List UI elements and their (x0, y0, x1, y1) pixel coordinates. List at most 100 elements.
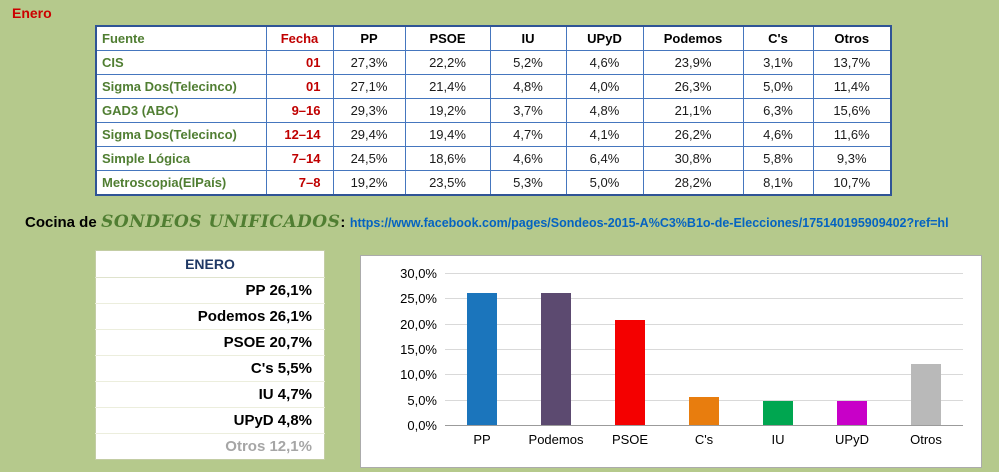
summary-row-psoe: PSOE 20,7% (95, 329, 325, 356)
poll-value: 27,1% (332, 74, 406, 99)
poll-date: 7–14 (265, 146, 334, 171)
chart-gridline (445, 374, 963, 376)
summary-row-pp: PP 26,1% (95, 277, 325, 304)
summary-value: PP 26,1% (95, 277, 325, 304)
poll-value: 4,8% (489, 74, 567, 99)
poll-row: Sigma Dos(Telecinco) 01 27,1% 21,4% 4,8% 4,0%… (95, 74, 892, 99)
poll-date: 12–14 (265, 122, 334, 147)
poll-value: 5,0% (742, 74, 814, 99)
summary-value: Otros 12,1% (225, 438, 312, 455)
poll-source: Sigma Dos(Telecinco) (95, 122, 267, 147)
bar-slot (593, 320, 667, 425)
x-tick-label-otros: Otros (910, 432, 942, 447)
poll-row: CIS 01 27,3% 22,2% 5,2% 4,6% 23,9% 3,1% 13,7% (95, 50, 892, 75)
poll-date: 7–8 (265, 170, 334, 196)
poll-row: Sigma Dos(Telecinco) 12–14 29,4% 19,4% 4,7% 4… (95, 122, 892, 147)
x-tick-label-pp: PP (473, 432, 491, 447)
poll-value: 4,0% (565, 74, 644, 99)
poll-value: 3,1% (742, 50, 814, 75)
poll-value: 21,4% (404, 74, 491, 99)
poll-date: 9–16 (265, 98, 334, 123)
polls-header-c-s: C's (742, 25, 814, 51)
chart-bars (445, 273, 963, 425)
bar-slot (519, 292, 593, 425)
poll-date: 01 (265, 50, 334, 75)
chart-gridline (445, 349, 963, 350)
poll-value: 4,7% (489, 122, 567, 147)
polls-header-fuente: Fuente (95, 25, 267, 51)
poll-value: 23,5% (404, 170, 491, 196)
poll-value: 28,2% (642, 170, 744, 196)
poll-value: 4,8% (565, 98, 644, 123)
poll-source: CIS (95, 50, 267, 75)
poll-value: 6,4% (565, 146, 644, 171)
cocina-prefix: Cocina de (25, 214, 97, 231)
poll-value: 3,7% (489, 98, 567, 123)
x-tick-label-upyd: UPyD (835, 432, 869, 447)
summary-value: PSOE 20,7% (95, 329, 325, 356)
poll-value: 5,3% (489, 170, 567, 196)
poll-source: Sigma Dos(Telecinco) (95, 74, 267, 99)
bar-slot (445, 292, 519, 425)
poll-value: 4,1% (565, 122, 644, 147)
poll-value: 4,6% (742, 122, 814, 147)
cocina-brand: SONDEOS UNIFICADOS (101, 212, 341, 232)
chart-gridline (445, 273, 963, 274)
poll-row: Simple Lógica 7–14 24,5% 18,6% 4,6% 6,4% 30,8%… (95, 146, 892, 171)
bar-c-s (689, 397, 719, 425)
poll-value: 26,3% (642, 74, 744, 99)
x-tick-label-psoe: PSOE (611, 432, 649, 447)
polls-header-podemos: Podemos (642, 25, 744, 51)
bar-slot (815, 400, 889, 425)
poll-row: Metroscopia(ElPaís) 7–8 19,2% 23,5% 5,3% 5,0%… (95, 170, 892, 196)
facebook-link[interactable]: https://www.facebook.com/pages/Sondeos-2… (349, 216, 949, 230)
poll-value: 11,6% (812, 122, 892, 147)
poll-value: 19,4% (404, 122, 491, 147)
summary-value: Podemos 26,1% (95, 303, 325, 330)
bar-psoe (615, 320, 645, 425)
poll-value: 22,2% (404, 50, 491, 75)
summary-table-title: ENERO (95, 250, 325, 278)
poll-value: 11,4% (812, 74, 892, 99)
bar-slot (889, 363, 963, 425)
poll-value: 4,6% (565, 50, 644, 75)
poll-value: 29,3% (332, 98, 406, 123)
chart-plot (445, 273, 963, 426)
poll-source: Metroscopia(ElPaís) (95, 170, 267, 196)
poll-value: 5,2% (489, 50, 567, 75)
bar-podemos (541, 292, 571, 425)
poll-value: 30,8% (642, 146, 744, 171)
summary-row-upyd: UPyD 4,8% (95, 407, 325, 434)
x-tick-label-podemos: Podemos (528, 432, 584, 447)
polls-header-pp: PP (332, 25, 406, 51)
cocina-line: Cocina de SONDEOS UNIFICADOS: https://ww… (25, 212, 949, 232)
y-tick-label: 20,0% (400, 316, 437, 332)
y-tick-label: 30,0% (400, 266, 437, 281)
polls-header-row: Fuente Fecha PP PSOE IU UPyD Podemos C's Otros (95, 25, 892, 51)
chart-x-axis: PP Podemos PSOE C's IU UPyD Otros (445, 432, 963, 447)
summary-row-podemos: Podemos 26,1% (95, 303, 325, 330)
bar-slot (667, 397, 741, 425)
bar-pp (467, 292, 497, 425)
poll-value: 24,5% (332, 146, 406, 171)
bar-upyd (837, 400, 867, 425)
polls-header-iu: IU (489, 25, 567, 51)
poll-value: 5,0% (565, 170, 644, 196)
polls-table: Fuente Fecha PP PSOE IU UPyD Podemos C's Otros C… (95, 25, 892, 196)
poll-source: GAD3 (ABC) (95, 98, 267, 123)
y-tick-label: 15,0% (400, 342, 437, 357)
bar-otros (911, 363, 941, 425)
poll-value: 10,7% (812, 170, 892, 196)
poll-value: 9,3% (812, 146, 892, 171)
poll-value: 27,3% (332, 50, 406, 75)
poll-value: 19,2% (404, 98, 491, 123)
chart-gridline (445, 323, 963, 325)
summary-row-iu: IU 4,7% (95, 381, 325, 408)
poll-value: 26,2% (642, 122, 744, 147)
poll-value: 18,6% (404, 146, 491, 171)
summary-value: IU 4,7% (95, 381, 325, 408)
bar-chart: 30,0% 25,0% 20,0% 15,0% 10,0% 5,0% 0,0% PP Pode… (360, 255, 982, 468)
y-tick-label: 10,0% (400, 367, 437, 383)
polls-header-fecha: Fecha (265, 25, 334, 51)
